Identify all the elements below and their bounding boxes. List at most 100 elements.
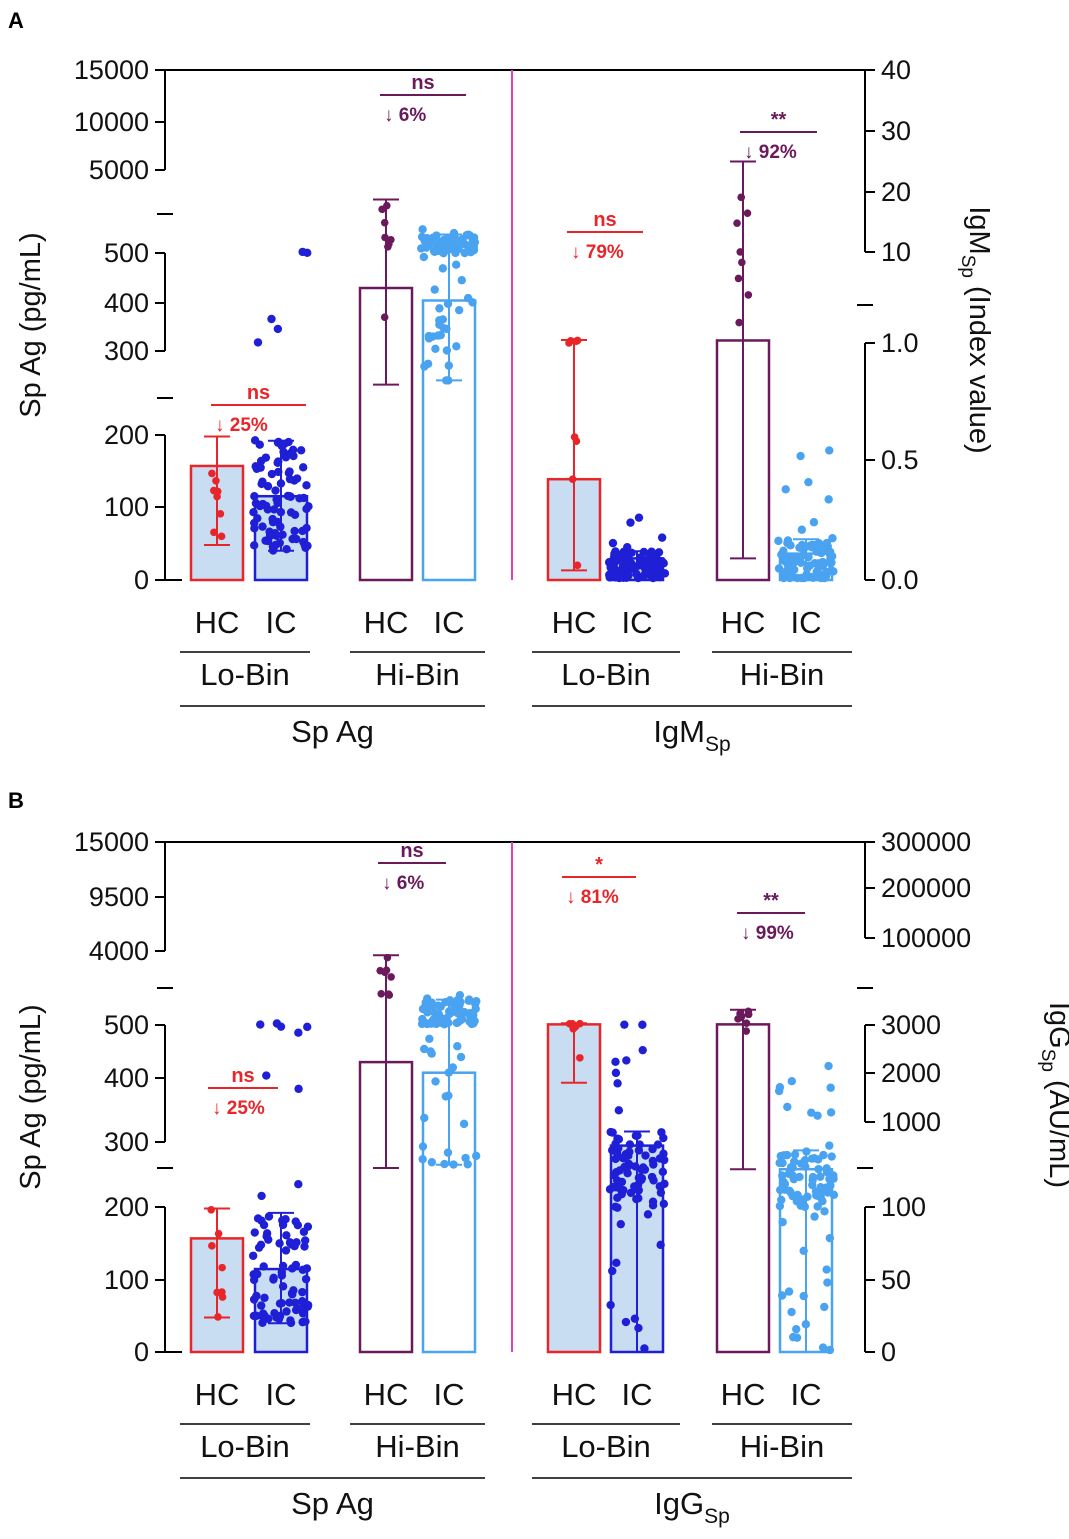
significance-label: ns	[593, 209, 616, 231]
data-point	[436, 330, 445, 340]
data-point	[640, 1344, 649, 1353]
right-tick-label: 2000	[881, 1058, 941, 1088]
left-tick-label: 300	[104, 336, 149, 366]
data-point	[420, 1113, 429, 1123]
data-point	[606, 1300, 615, 1310]
data-point	[438, 264, 448, 273]
data-point	[655, 565, 664, 574]
right-tick-label: 10	[881, 237, 911, 267]
data-point	[611, 1068, 621, 1078]
data-point	[634, 513, 644, 522]
bar-group-hc: HC	[189, 435, 245, 640]
bar-group-ic: IC	[248, 1019, 313, 1412]
data-point	[807, 540, 817, 550]
data-point	[467, 1019, 476, 1029]
data-point	[613, 555, 623, 565]
data-point	[825, 1233, 835, 1243]
data-point	[252, 464, 262, 473]
left-tick-label: 100	[104, 492, 149, 522]
data-point	[639, 571, 648, 580]
data-point	[294, 1180, 303, 1189]
bar-group-hc: HC	[546, 1019, 602, 1412]
data-point	[617, 1177, 627, 1187]
right-tick-label: 1000	[881, 1107, 941, 1137]
data-point	[303, 1022, 312, 1032]
percent-decrease-label: ↓ 92%	[744, 142, 797, 163]
data-point	[298, 247, 307, 257]
data-point	[276, 1022, 286, 1031]
data-point	[656, 1188, 666, 1197]
data-point	[301, 1317, 310, 1326]
right-axis: 0 50 100 1000 2000 3000 100000 200000 300000 IgGS…	[857, 827, 1069, 1367]
data-point	[650, 573, 659, 582]
data-point	[796, 558, 806, 567]
data-point	[787, 1076, 797, 1086]
right-tick-label: 1.0	[881, 328, 919, 358]
data-point	[733, 219, 741, 227]
panel-label: A	[8, 8, 24, 33]
data-point	[815, 571, 825, 581]
data-point	[796, 1159, 806, 1168]
data-point	[660, 1179, 669, 1189]
data-point	[291, 1217, 300, 1226]
data-point	[638, 1045, 647, 1055]
data-point	[618, 562, 628, 571]
data-point	[777, 1291, 787, 1300]
data-point	[456, 1052, 466, 1062]
data-point	[777, 550, 786, 559]
data-point	[208, 1242, 216, 1250]
data-point	[451, 260, 461, 269]
data-point	[620, 1162, 629, 1172]
bar-group-hc: HC	[715, 1007, 771, 1412]
left-tick-label: 300	[104, 1127, 149, 1157]
data-point	[810, 1212, 819, 1221]
data-point	[775, 1201, 785, 1211]
data-point	[302, 481, 311, 490]
data-point	[288, 534, 297, 544]
data-point	[288, 1290, 297, 1299]
data-point	[455, 236, 465, 245]
data-point	[250, 1228, 259, 1237]
data-point	[253, 1269, 262, 1279]
data-point	[604, 558, 614, 567]
significance-label: **	[763, 890, 779, 912]
data-point	[796, 451, 805, 461]
data-point	[431, 344, 440, 354]
bin-label: Hi-Bin	[740, 1429, 824, 1464]
data-point	[463, 293, 473, 303]
data-point	[267, 469, 277, 479]
data-point	[298, 463, 308, 472]
data-point	[820, 1207, 829, 1216]
data-point	[256, 1020, 265, 1029]
data-point	[822, 1183, 831, 1192]
data-point	[648, 1201, 658, 1210]
data-point	[430, 285, 439, 294]
data-point	[387, 973, 395, 981]
data-point	[377, 990, 386, 998]
left-tick-label: 0	[134, 565, 149, 595]
data-point	[208, 469, 216, 478]
data-point	[257, 1301, 266, 1310]
analyte-label: Sp Ag	[291, 714, 374, 749]
data-point	[214, 1229, 223, 1238]
data-point	[453, 1042, 462, 1051]
data-point	[734, 274, 743, 283]
data-point	[650, 552, 659, 561]
data-point	[626, 1188, 636, 1198]
data-point	[828, 534, 837, 543]
data-point	[620, 1020, 629, 1029]
bar-group-hc: HC	[546, 336, 602, 640]
left-tick-label: 400	[104, 288, 149, 318]
data-point	[568, 475, 577, 484]
data-point	[254, 1243, 264, 1252]
data-point	[829, 1171, 838, 1180]
group-label: HC	[721, 1377, 766, 1412]
significance-annotation: ns ↓ 25%	[211, 382, 306, 436]
data-point	[809, 518, 819, 527]
data-point	[269, 505, 279, 514]
data-point	[790, 1150, 800, 1159]
data-point	[743, 209, 752, 217]
group-label: HC	[195, 1377, 240, 1412]
data-point	[819, 558, 829, 568]
bar-group-ic: IC	[417, 990, 481, 1412]
